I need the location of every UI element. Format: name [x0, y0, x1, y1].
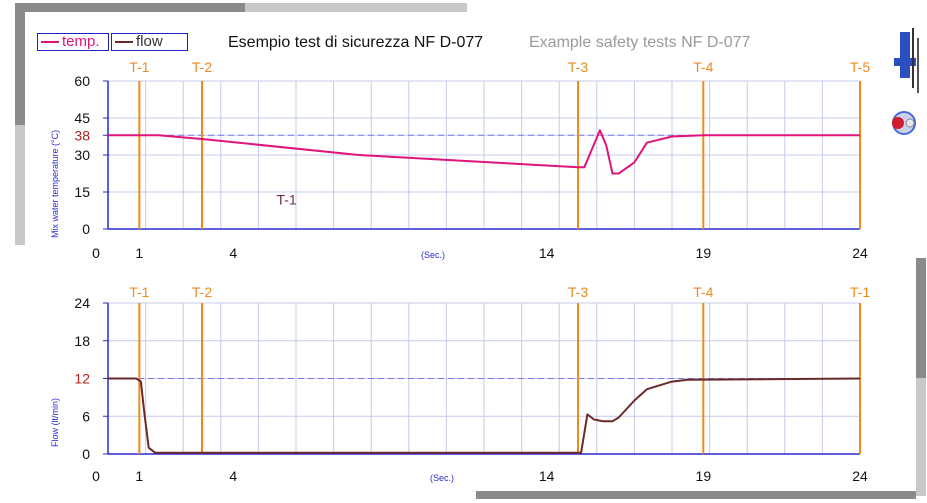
frame-bar-right-light: [916, 378, 926, 496]
temp-marker-label: T-4: [693, 59, 713, 75]
flow-x-tick-label: 4: [229, 468, 237, 484]
temp-x-tick-label: 0: [92, 245, 100, 261]
temp-y-tick-label: 0: [82, 221, 90, 237]
frame-bar-left-dark: [15, 12, 25, 125]
legend-flow: flow: [111, 33, 188, 51]
temp-x-tick-label: 24: [852, 245, 868, 261]
temp-y-tick-label: 30: [74, 147, 90, 163]
flow-marker-label: T-4: [693, 284, 713, 300]
flow-y-tick-label: 24: [74, 295, 90, 311]
flow-x-tick-label: 1: [135, 468, 143, 484]
chart-title: Esempio test di sicurezza NF D-077: [228, 34, 484, 51]
company-logo: [892, 28, 919, 135]
temp-x-tick-label: 4: [229, 245, 237, 261]
flow-y-tick-label: 18: [74, 333, 90, 349]
frame-bar-left-light: [15, 125, 25, 245]
flow-marker-label: T-1: [850, 284, 870, 300]
temp-y-tick-label: 45: [74, 110, 90, 126]
legend-flow-label: flow: [136, 33, 163, 50]
temp-y-tick-label: 60: [74, 73, 90, 89]
temp-x-tick-label: 19: [696, 245, 712, 261]
temp-y-tick-label: 38: [74, 127, 90, 143]
legend-flow-swatch: [115, 41, 133, 43]
flow-marker-label: T-2: [192, 284, 212, 300]
temp-marker-label: T-5: [850, 59, 870, 75]
temp-x-tick-label: 1: [135, 245, 143, 261]
temp-marker-label: T-1: [129, 59, 149, 75]
temp-marker-label: T-3: [568, 59, 588, 75]
flow-y-tick-label: 12: [74, 371, 90, 387]
flow-x-tick-label: 24: [852, 468, 868, 484]
frame-bar-top-dark: [15, 3, 245, 12]
temp-x-tick-label: 14: [539, 245, 555, 261]
flow-x-unit: (Sec.): [430, 473, 455, 483]
legend-temp: temp.: [37, 33, 109, 51]
flow-x-tick-label: 0: [92, 468, 100, 484]
flow-marker-label: T-1: [129, 284, 149, 300]
flow-y-tick-label: 6: [82, 408, 90, 424]
frame-bar-right-dark: [916, 258, 926, 378]
flow-marker-label: T-3: [568, 284, 588, 300]
flow-x-tick-label: 19: [696, 468, 712, 484]
legend-temp-swatch: [41, 41, 59, 43]
flow-series-line: [108, 377, 861, 454]
flow-x-tick-label: 14: [539, 468, 555, 484]
frame-bar-top-light: [245, 3, 467, 12]
legend-temp-label: temp.: [62, 33, 100, 50]
temp-annotation: T-1: [276, 191, 296, 207]
temp-series-line: [108, 129, 860, 175]
frame-bar-bottom-dark: [476, 491, 916, 499]
temp-x-unit: (Sec.): [421, 250, 446, 260]
flow-y-tick-label: 0: [82, 446, 90, 462]
chart-title-english: Example safety tests NF D-077: [529, 34, 751, 51]
temp-y-tick-label: 15: [74, 184, 90, 200]
temp-marker-label: T-2: [192, 59, 212, 75]
